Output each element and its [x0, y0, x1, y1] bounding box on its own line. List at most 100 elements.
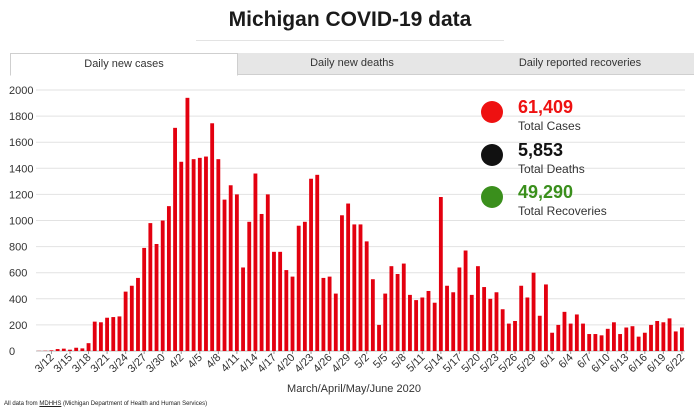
- bar: [593, 334, 598, 351]
- x-tick-label: 3/21: [89, 352, 113, 376]
- x-tick-label: 6/16: [626, 352, 650, 376]
- bar: [321, 277, 326, 351]
- bar: [166, 206, 171, 351]
- bar: [445, 285, 449, 351]
- bar: [327, 276, 332, 351]
- bar: [537, 315, 542, 351]
- y-tick-label: 800: [9, 242, 27, 254]
- bar: [185, 97, 190, 351]
- x-tick-label: 4/14: [237, 352, 261, 376]
- bar: [438, 197, 443, 351]
- bar: [111, 317, 116, 351]
- y-tick-label: 1400: [9, 163, 33, 175]
- bar: [408, 294, 412, 351]
- x-tick-label: 5/23: [478, 352, 502, 376]
- y-tick-label: 600: [9, 268, 27, 280]
- bar: [420, 297, 425, 351]
- bar: [142, 247, 147, 351]
- bar: [284, 270, 289, 351]
- title-divider: [196, 40, 504, 41]
- x-axis: 3/123/153/183/213/243/273/30 4/2 4/5 4/84/1…: [33, 351, 687, 375]
- tab-daily-new-cases[interactable]: Daily new cases: [10, 53, 238, 76]
- bar: [358, 224, 363, 351]
- chart-bars: [37, 97, 684, 351]
- bar: [234, 194, 239, 351]
- x-tick-label: 3/12: [33, 352, 57, 376]
- x-tick-label: 5/29: [515, 352, 539, 376]
- daily-cases-chart: 0 200 400 600 800 1000 1200 1400 1600 1800 2000 3/…: [9, 85, 687, 395]
- bar: [136, 277, 140, 351]
- bar: [531, 272, 536, 351]
- y-tick-label: 1000: [9, 216, 33, 228]
- bar: [55, 349, 60, 351]
- bar: [544, 284, 548, 351]
- x-tick-label: 4/5: [186, 352, 205, 371]
- x-tick-label: 6/13: [608, 352, 632, 376]
- y-axis: 0 200 400 600 800 1000 1200 1400 1600 1800 2000: [9, 85, 33, 358]
- x-tick-label: 4/17: [255, 352, 279, 376]
- x-axis-label: March/April/May/June 2020: [287, 383, 421, 395]
- bar: [488, 298, 493, 351]
- bar: [92, 321, 97, 351]
- bar: [49, 350, 54, 351]
- bar: [302, 221, 307, 351]
- red-dot-icon: [481, 101, 503, 123]
- bar: [61, 348, 66, 351]
- x-tick-label: 5/5: [371, 352, 390, 371]
- y-tick-label: 1200: [9, 189, 33, 201]
- black-dot-icon: [481, 144, 503, 166]
- x-tick-label: 4/29: [330, 352, 354, 376]
- x-tick-label: 6/19: [645, 352, 669, 376]
- bar: [513, 320, 517, 351]
- bar: [463, 250, 468, 351]
- x-tick-label: 3/30: [144, 352, 168, 376]
- tab-daily-new-deaths[interactable]: Daily new deaths: [310, 57, 394, 69]
- tab-daily-reported-recoveries[interactable]: Daily reported recoveries: [518, 57, 642, 69]
- mdhhs-link[interactable]: MDHHS: [39, 401, 62, 407]
- bar: [673, 331, 678, 351]
- bar: [426, 290, 431, 351]
- bar: [401, 263, 406, 351]
- bar: [667, 318, 672, 351]
- bar: [581, 323, 585, 351]
- x-tick-label: 4/20: [274, 352, 298, 376]
- bar: [117, 316, 122, 351]
- x-tick-label: 5/26: [497, 352, 521, 376]
- stat-value: 5,853: [518, 140, 564, 160]
- bar: [154, 243, 159, 351]
- bar: [296, 225, 301, 351]
- bar: [587, 334, 592, 351]
- bar: [68, 349, 72, 351]
- bar: [599, 335, 604, 351]
- x-tick-label: 5/11: [404, 352, 427, 375]
- bar: [494, 292, 499, 351]
- x-tick-label: 6/10: [589, 352, 613, 376]
- bar: [414, 300, 419, 351]
- bar: [383, 293, 388, 351]
- stat-label: Total Cases: [518, 119, 581, 133]
- bar: [86, 343, 91, 351]
- bar: [197, 157, 202, 351]
- bar: [377, 324, 381, 351]
- bar: [241, 267, 245, 351]
- x-tick-label: 4/23: [293, 352, 317, 376]
- x-tick-label: 3/27: [126, 352, 150, 376]
- x-tick-label: 4/26: [311, 352, 335, 376]
- bar: [562, 311, 567, 351]
- bar: [389, 266, 394, 351]
- x-tick-label: 4/2: [167, 352, 186, 371]
- x-tick-label: 6/22: [663, 352, 687, 376]
- bar: [173, 127, 177, 351]
- bar: [432, 302, 437, 351]
- x-tick-label: 5/14: [422, 352, 446, 376]
- bar: [315, 174, 320, 351]
- bar: [160, 220, 165, 351]
- bar: [80, 348, 85, 351]
- bar: [624, 327, 629, 351]
- x-tick-label: 5/17: [441, 352, 465, 376]
- bar: [519, 285, 524, 351]
- y-tick-label: 400: [9, 294, 27, 306]
- bar: [451, 292, 456, 351]
- bar: [649, 324, 653, 351]
- bar: [253, 173, 258, 351]
